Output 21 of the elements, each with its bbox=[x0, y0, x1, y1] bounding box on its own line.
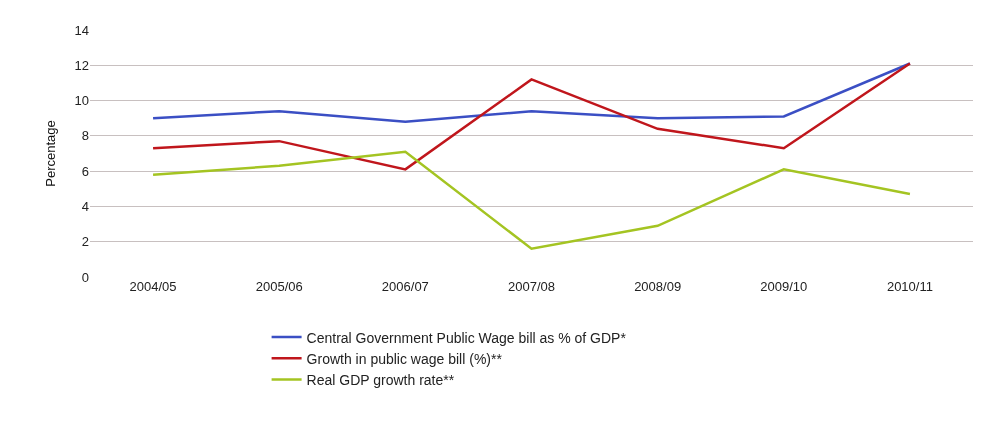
y-tick-label: 14 bbox=[74, 22, 89, 38]
x-tick-label: 2007/08 bbox=[508, 279, 555, 294]
x-tick-label: 2009/10 bbox=[760, 279, 808, 294]
x-tick-label: 2006/07 bbox=[381, 279, 429, 294]
y-axis-title: Percentage bbox=[43, 120, 59, 187]
y-tick-label: 12 bbox=[74, 57, 89, 73]
x-tick-label: 2010/11 bbox=[886, 279, 933, 294]
legend-label: Growth in public wage bill (%)** bbox=[306, 350, 503, 367]
x-tick-label: 2004/05 bbox=[129, 279, 177, 294]
y-tick-label: 6 bbox=[81, 163, 89, 179]
y-tick-label: 8 bbox=[81, 128, 89, 144]
y-tick-label: 10 bbox=[74, 93, 89, 109]
y-tick-label: 2 bbox=[81, 234, 89, 250]
legend-label: Central Government Public Wage bill as % of GDP* bbox=[306, 329, 627, 346]
line-series bbox=[151, 150, 912, 251]
y-tick-label: 0 bbox=[81, 269, 89, 285]
line-series bbox=[151, 62, 912, 171]
x-tick-label: 2008/09 bbox=[634, 279, 682, 294]
y-tick-label: 4 bbox=[81, 198, 89, 214]
legend-label: Real GDP growth rate** bbox=[306, 371, 455, 388]
x-tick-label: 2005/06 bbox=[255, 279, 303, 294]
